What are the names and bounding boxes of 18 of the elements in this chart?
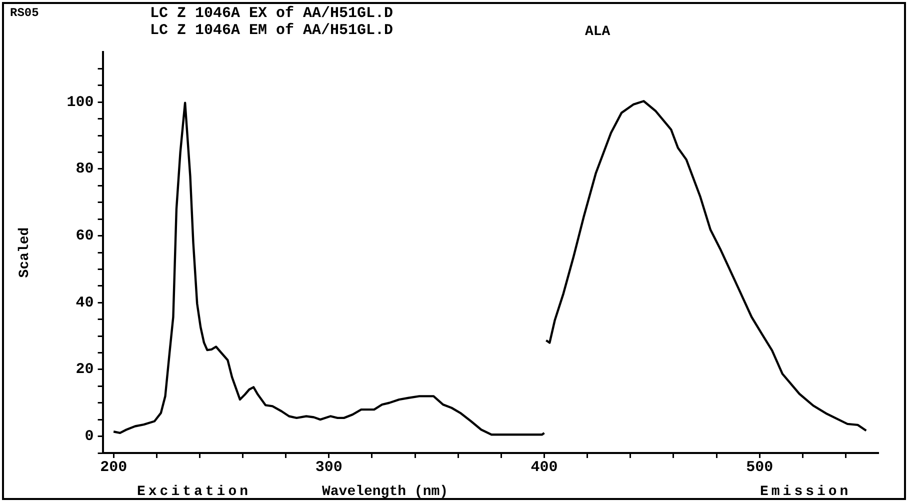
y-tick-label: 100 <box>66 94 94 111</box>
y-tick-label: 80 <box>76 160 94 178</box>
y-tick-label: 60 <box>76 228 94 245</box>
x-tick-label: 300 <box>315 458 342 476</box>
x-tick-label: 200 <box>100 458 128 476</box>
y-tick-label: 0 <box>84 428 94 446</box>
text: RS05 <box>10 5 39 21</box>
x-tick-label: 400 <box>530 458 558 476</box>
text: ALA <box>585 24 610 40</box>
y-axis-title: Scaled <box>16 227 33 278</box>
text: Excitation <box>137 484 252 500</box>
chart-title: LC Z 1046A EX of AA/H51GL.D <box>150 5 394 22</box>
x-axis-title: Wavelength (nm) <box>322 484 448 500</box>
y-tick-label: 20 <box>76 361 94 378</box>
x-tick-label: 500 <box>746 458 774 476</box>
y-tick-label: 40 <box>76 294 94 312</box>
text: Emission <box>760 484 852 500</box>
chart-subtitle: LC Z 1046A EM of AA/H51GL.D <box>150 22 394 39</box>
